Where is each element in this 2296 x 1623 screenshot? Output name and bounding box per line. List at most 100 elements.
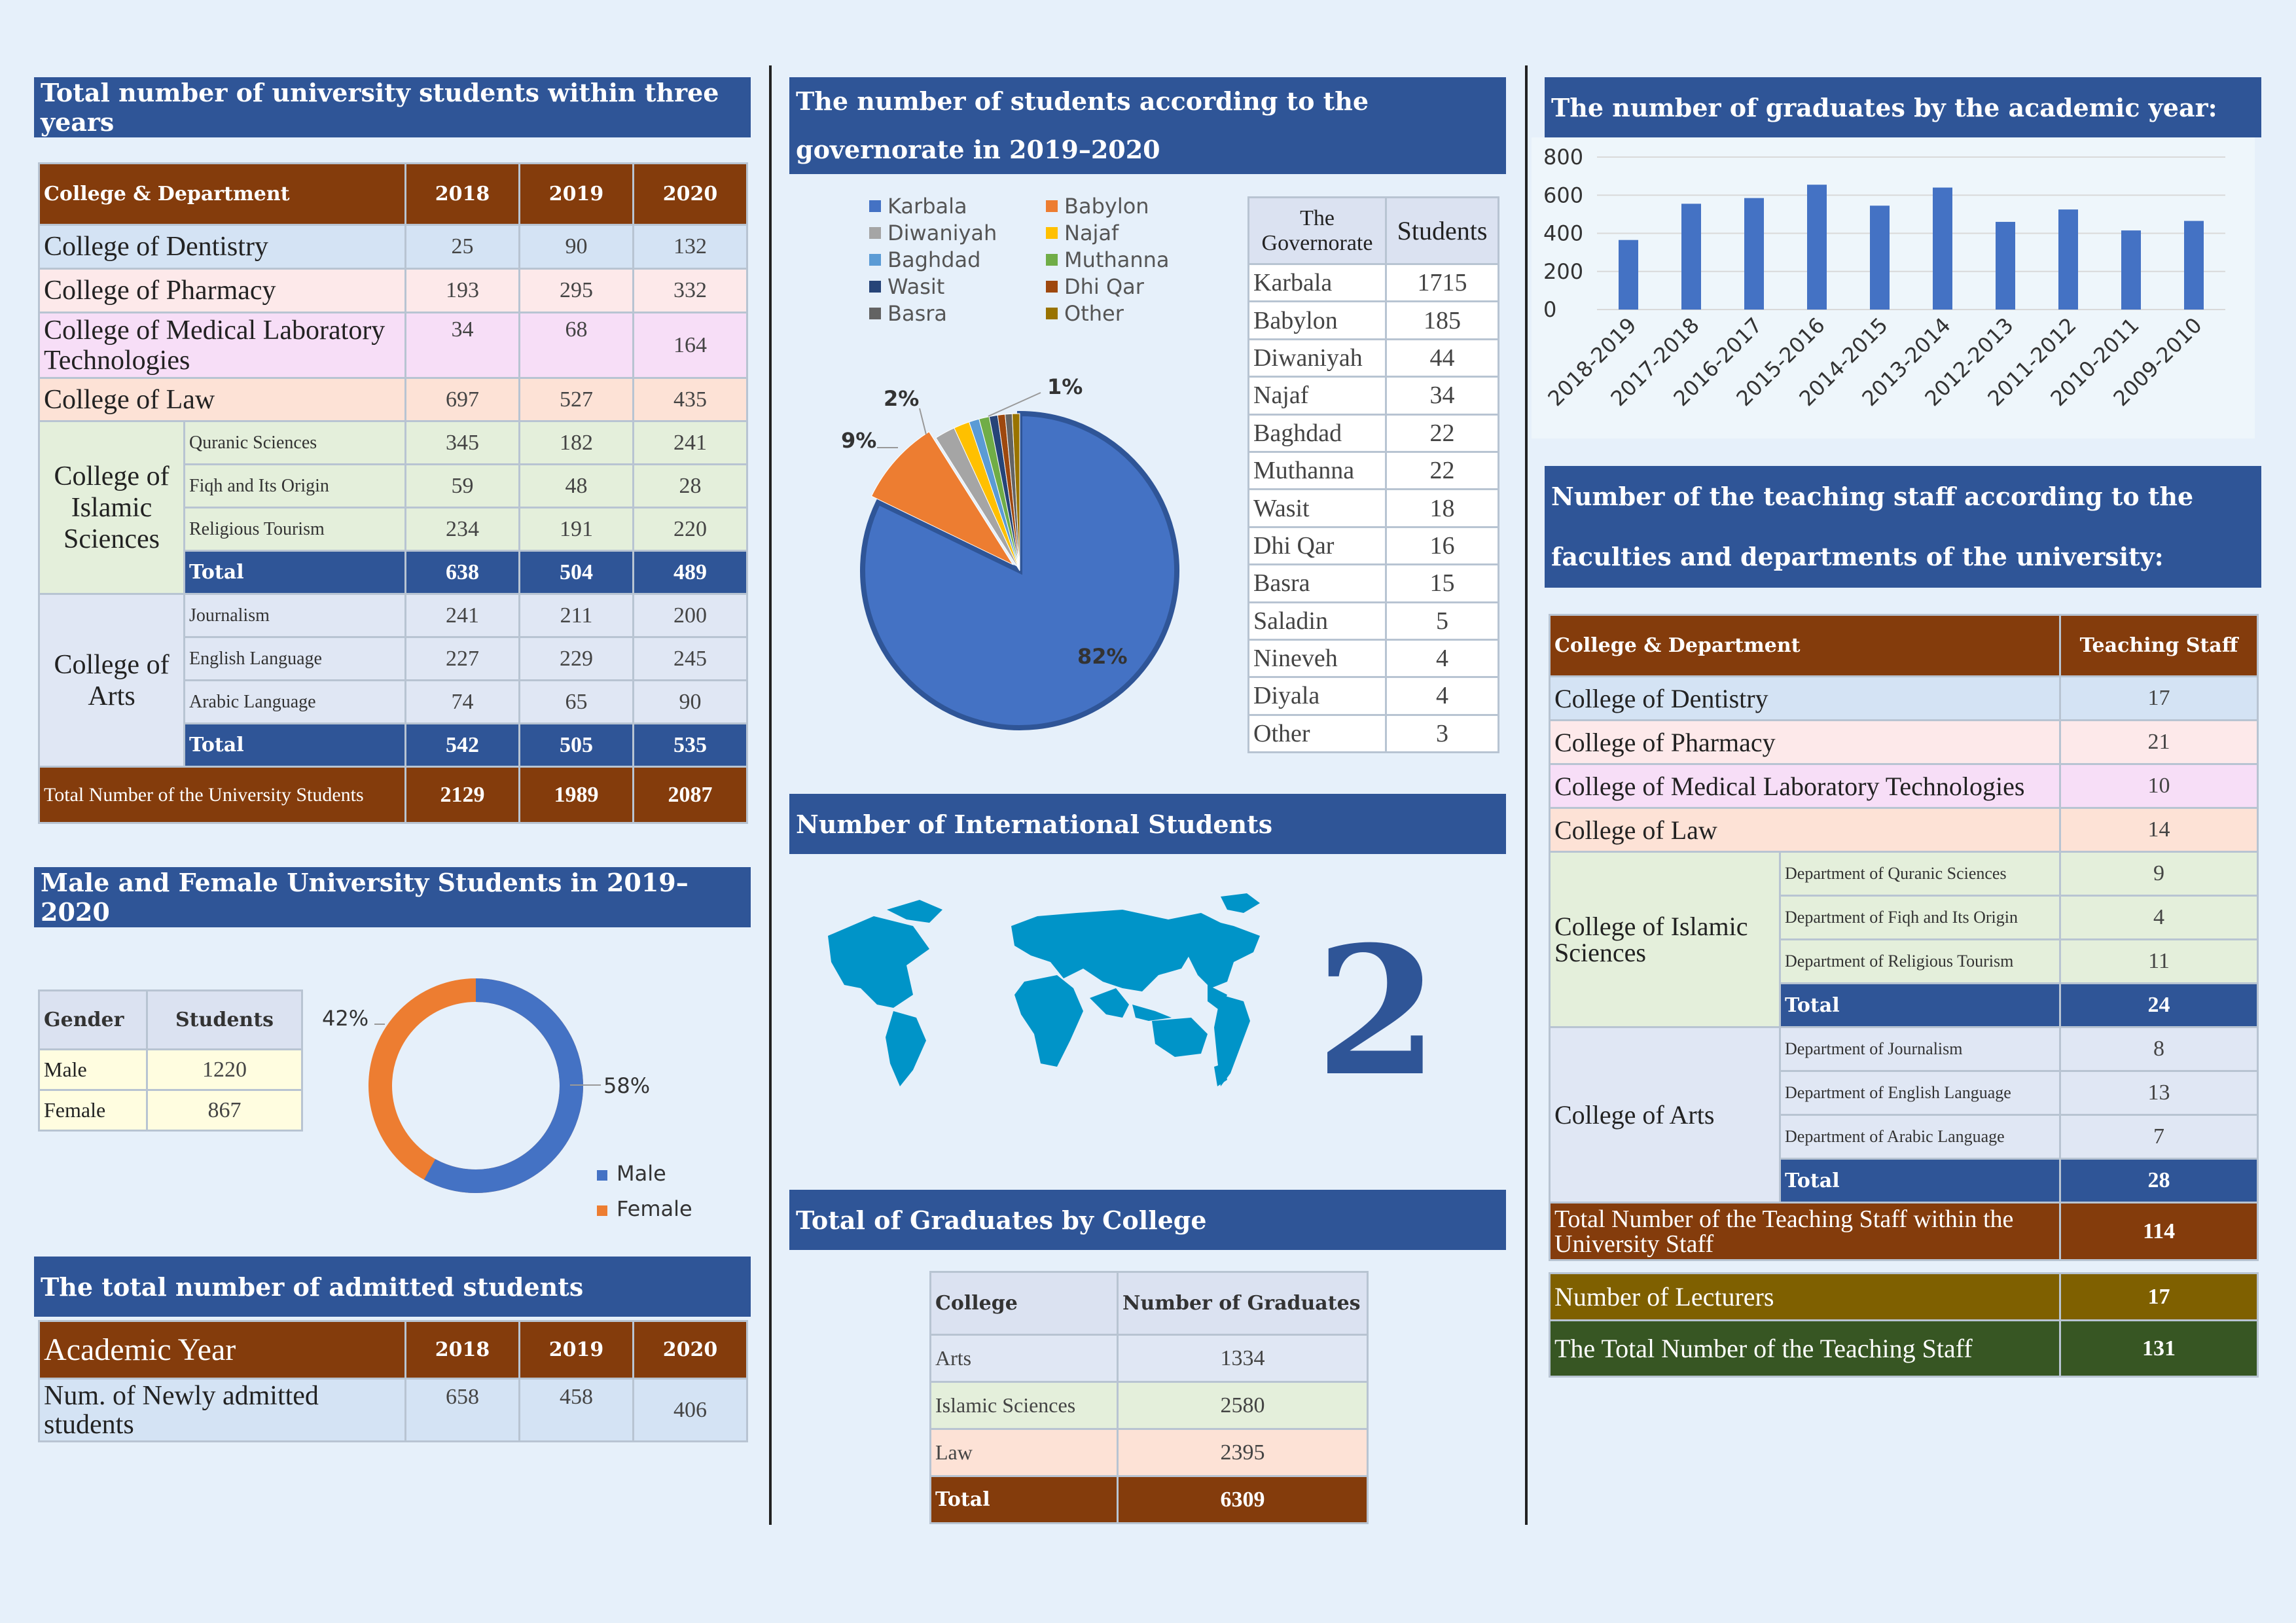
column-divider-right — [1525, 65, 1528, 1525]
section-title-gender: Male and Female University Students in 2… — [34, 867, 751, 927]
table-row: Basra 15 — [1247, 563, 1499, 603]
legend-label: Basra — [888, 301, 947, 326]
cell: 658 — [404, 1378, 520, 1442]
cell: 2580 — [1117, 1381, 1369, 1430]
legend-item: Other — [1046, 301, 1124, 326]
row-label: Num. of Newly admitted students — [38, 1378, 406, 1442]
table-row: Nineveh 4 — [1247, 638, 1499, 679]
donut-male-pct: 58% — [603, 1073, 650, 1098]
cell: 220 — [632, 507, 749, 552]
cell: 13 — [2059, 1070, 2259, 1116]
gender-table: Gender Students Male 1220 Female 867 — [38, 990, 303, 1132]
table-row: Dhi Qar 16 — [1247, 526, 1499, 566]
row-label: College of Medical Laboratory Technologi… — [1548, 763, 2062, 809]
table-row: Wasit 18 — [1247, 488, 1499, 528]
governorate-students: 4 — [1385, 676, 1499, 716]
governorate-name: Wasit — [1247, 488, 1387, 528]
cell: 295 — [518, 268, 635, 313]
legend-label: Diwaniyah — [888, 221, 997, 245]
table-row: Babylon 185 — [1247, 300, 1499, 340]
row-label: College of Law — [1548, 807, 2062, 853]
cell: 74 — [404, 679, 521, 724]
gender-donut-chart: 42% 58% Male Female — [322, 978, 692, 1221]
legend-swatch — [869, 281, 881, 293]
cell: 164 — [632, 312, 749, 379]
pie-label-diwaniyah: 2% — [884, 386, 919, 411]
cell: 241 — [404, 593, 521, 638]
section-title-governorate: The number of students according to the … — [789, 77, 1506, 174]
legend-swatch — [1046, 200, 1058, 212]
legend-male-swatch — [597, 1170, 607, 1181]
table-row: Karbala 1715 — [1247, 262, 1499, 303]
cell: 345 — [404, 420, 521, 465]
section-title-total-students: Total number of university students with… — [34, 77, 751, 137]
legend-label: Other — [1064, 301, 1124, 326]
y-tick-label: 600 — [1543, 183, 1583, 207]
total-staff-row: The Total Number of the Teaching Staff 1… — [1549, 1319, 2259, 1378]
governorate-name: Muthanna — [1247, 450, 1387, 491]
header-college: College & Department — [37, 162, 407, 226]
total-staff-label: The Total Number of the Teaching Staff — [1549, 1319, 2061, 1378]
row-label: Male — [38, 1048, 148, 1091]
section-title-admitted: The total number of admitted students — [34, 1257, 751, 1317]
bar-2010-2011 — [2121, 230, 2141, 310]
governorate-students: 34 — [1385, 376, 1499, 416]
table-row: Diwaniyah 44 — [1247, 338, 1499, 378]
total-label: Total — [183, 550, 407, 595]
header-2020: 2020 — [632, 162, 749, 226]
table-header-row: College Number of Graduates — [929, 1271, 1369, 1336]
cell: 638 — [404, 550, 521, 595]
table-row: College of Dentistry 17 — [1548, 675, 2259, 721]
total-label: Total — [1778, 982, 2062, 1028]
table-row: College of Pharmacy 193 295 332 — [37, 268, 749, 313]
cell: 65 — [518, 679, 635, 724]
header-college: College — [929, 1271, 1119, 1336]
department-label: Department of Quranic Sciences — [1778, 851, 2062, 897]
legend-swatch — [869, 227, 881, 239]
cell: 211 — [518, 593, 635, 638]
department-label: Department of Fiqh and Its Origin — [1778, 895, 2062, 940]
cell: 28 — [632, 463, 749, 508]
department-label: Department of Journalism — [1778, 1026, 2062, 1072]
staff-summary-table: Number of Lecturers 17 The Total Number … — [1549, 1272, 2259, 1378]
staff-table: College & Department Teaching Staff Coll… — [1548, 614, 2259, 1261]
cell: 1220 — [146, 1048, 303, 1091]
cell: 28 — [2059, 1158, 2259, 1204]
legend-item: Karbala — [869, 194, 967, 219]
governorate-students: 3 — [1385, 713, 1499, 754]
y-tick-label: 0 — [1543, 297, 1556, 322]
row-label: College of Law — [37, 377, 407, 422]
international-count: 2 — [1316, 907, 1439, 1115]
governorate-name: Basra — [1247, 563, 1387, 603]
cell: 527 — [518, 377, 635, 422]
governorate-students: 22 — [1385, 450, 1499, 491]
world-map-icon — [828, 893, 1260, 1086]
bar-2015-2016 — [1807, 185, 1827, 310]
header-college: College & Department — [1548, 614, 2062, 677]
legend-swatch — [1046, 227, 1058, 239]
college-arts-label: College of Arts — [38, 593, 185, 768]
table-header-row: Academic Year 2018 2019 2020 — [38, 1320, 748, 1380]
cell: 114 — [2059, 1202, 2259, 1261]
total-label: Total — [1778, 1158, 2062, 1204]
table-row: Law 2395 — [929, 1428, 1369, 1477]
governorate-students: 5 — [1385, 601, 1499, 641]
row-label: College of Dentistry — [1548, 675, 2062, 721]
total-staff-value: 131 — [2059, 1319, 2259, 1378]
table-header-row: College & Department 2018 2019 2020 — [37, 162, 749, 226]
cell: 505 — [518, 722, 635, 768]
cell: 1989 — [518, 766, 635, 824]
donut-female-pct: 42% — [322, 1006, 368, 1031]
table-row: College of Islamic Sciences Department o… — [1549, 851, 2259, 1028]
y-tick-label: 400 — [1543, 221, 1583, 246]
table-header-row: The Governorate Students — [1247, 196, 1499, 265]
legend-swatch — [869, 200, 881, 212]
table-row: Num. of Newly admitted students 658 458 … — [38, 1378, 748, 1442]
governorate-students: 18 — [1385, 488, 1499, 528]
row-label: Islamic Sciences — [929, 1381, 1119, 1430]
cell: 2087 — [632, 766, 749, 824]
cell: 2129 — [404, 766, 521, 824]
grand-total-label: Total Number of the Teaching Staff withi… — [1548, 1202, 2062, 1261]
table-row: College of Islamic Sciences Quranic Scie… — [38, 420, 749, 595]
